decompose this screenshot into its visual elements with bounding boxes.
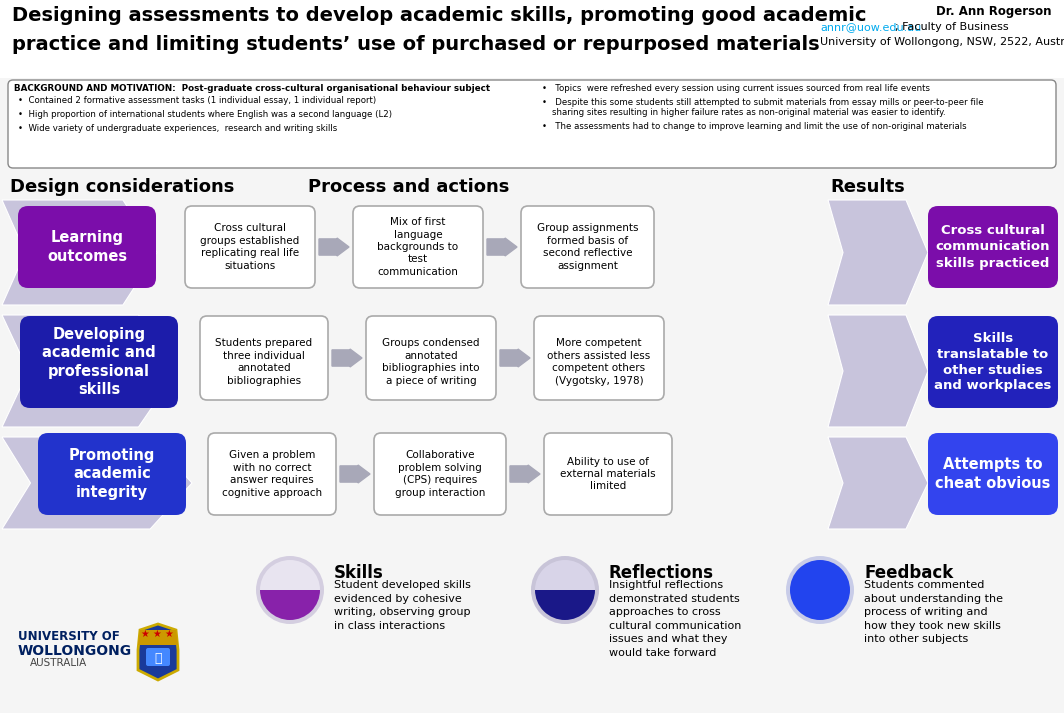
Text: BACKGROUND AND MOTIVATION:  Post-graduate cross-cultural organisational behaviou: BACKGROUND AND MOTIVATION: Post-graduate…: [14, 84, 491, 93]
Polygon shape: [138, 630, 178, 645]
Circle shape: [256, 556, 325, 624]
FancyBboxPatch shape: [9, 80, 1055, 168]
Wedge shape: [535, 560, 595, 590]
Polygon shape: [138, 624, 178, 680]
Text: Feedback: Feedback: [864, 564, 953, 582]
FancyBboxPatch shape: [521, 206, 654, 288]
Polygon shape: [828, 315, 928, 427]
Text: Skills
translatable to
other studies
and workplaces: Skills translatable to other studies and…: [934, 332, 1051, 392]
Text: Attempts to
cheat obvious: Attempts to cheat obvious: [935, 457, 1050, 491]
FancyBboxPatch shape: [366, 316, 496, 400]
Text: Cross cultural
communication
skills practiced: Cross cultural communication skills prac…: [935, 225, 1050, 270]
Wedge shape: [260, 560, 320, 590]
FancyBboxPatch shape: [207, 433, 336, 515]
Text: AUSTRALIA: AUSTRALIA: [30, 658, 87, 668]
FancyBboxPatch shape: [0, 0, 1064, 78]
Text: Students prepared
three individual
annotated
bibliographies: Students prepared three individual annot…: [215, 339, 313, 386]
Circle shape: [786, 556, 854, 624]
Polygon shape: [510, 465, 541, 483]
FancyBboxPatch shape: [20, 316, 178, 408]
FancyBboxPatch shape: [534, 316, 664, 400]
Polygon shape: [828, 437, 928, 529]
Text: •  Wide variety of undergraduate experiences,  research and writing skills: • Wide variety of undergraduate experien…: [18, 124, 337, 133]
Text: •   Topics  were refreshed every session using current issues sourced from real : • Topics were refreshed every session us…: [542, 84, 930, 93]
Polygon shape: [340, 465, 370, 483]
Text: Groups condensed
annotated
bibliographies into
a piece of writing: Groups condensed annotated bibliographie…: [382, 339, 480, 386]
Polygon shape: [500, 349, 530, 367]
Wedge shape: [535, 590, 595, 620]
FancyBboxPatch shape: [928, 433, 1058, 515]
Text: Results: Results: [830, 178, 904, 196]
Text: ; Faculty of Business: ; Faculty of Business: [895, 22, 1009, 32]
FancyBboxPatch shape: [185, 206, 315, 288]
FancyBboxPatch shape: [200, 316, 328, 400]
Text: annr@uow.edu.au: annr@uow.edu.au: [820, 22, 921, 32]
Text: Student developed skills
evidenced by cohesive
writing, observing group
in class: Student developed skills evidenced by co…: [334, 580, 471, 631]
FancyBboxPatch shape: [18, 206, 156, 288]
Text: WOLLONGONG: WOLLONGONG: [18, 644, 132, 658]
Polygon shape: [487, 238, 517, 256]
Text: Ability to use of
external materials
limited: Ability to use of external materials lim…: [560, 456, 655, 491]
Text: University of Wollongong, NSW, 2522, Australia: University of Wollongong, NSW, 2522, Aus…: [820, 37, 1064, 47]
Text: Designing assessments to develop academic skills, promoting good academic: Designing assessments to develop academi…: [12, 6, 866, 25]
FancyBboxPatch shape: [375, 433, 506, 515]
Text: Skills: Skills: [334, 564, 384, 582]
Text: •   The assessments had to change to improve learning and limit the use of non-o: • The assessments had to change to impro…: [542, 122, 966, 131]
Text: Students commented
about understanding the
process of writing and
how they took : Students commented about understanding t…: [864, 580, 1003, 645]
FancyBboxPatch shape: [544, 433, 672, 515]
Polygon shape: [319, 238, 349, 256]
Text: Mix of first
language
backgrounds to
test
communication: Mix of first language backgrounds to tes…: [378, 217, 459, 277]
Text: practice and limiting students’ use of purchased or repurposed materials: practice and limiting students’ use of p…: [12, 35, 819, 54]
Text: ★: ★: [165, 629, 173, 639]
Polygon shape: [332, 349, 362, 367]
Circle shape: [531, 556, 599, 624]
Text: Given a problem
with no correct
answer requires
cognitive approach: Given a problem with no correct answer r…: [222, 451, 322, 498]
Text: •   Despite this some students still attempted to submit materials from essay mi: • Despite this some students still attem…: [542, 98, 983, 107]
Text: ★: ★: [152, 629, 162, 639]
Text: Design considerations: Design considerations: [10, 178, 234, 196]
Polygon shape: [828, 200, 928, 305]
Text: sharing sites resulting in higher failure rates as non-original material was eas: sharing sites resulting in higher failur…: [552, 108, 946, 117]
Text: •  High proportion of international students where English was a second language: • High proportion of international stude…: [18, 110, 392, 119]
Text: Promoting
academic
integrity: Promoting academic integrity: [69, 448, 155, 500]
Text: Collaborative
problem solving
(CPS) requires
group interaction: Collaborative problem solving (CPS) requ…: [395, 451, 485, 498]
FancyBboxPatch shape: [928, 206, 1058, 288]
Text: Learning
outcomes: Learning outcomes: [47, 230, 127, 264]
Text: More competent
others assisted less
competent others
(Vygotsky, 1978): More competent others assisted less comp…: [547, 339, 650, 386]
Polygon shape: [2, 437, 192, 529]
Polygon shape: [2, 315, 177, 427]
Text: Insightful reflections
demonstrated students
approaches to cross
cultural commun: Insightful reflections demonstrated stud…: [609, 580, 742, 658]
Text: •  Contained 2 formative assessment tasks (1 individual essay, 1 individual repo: • Contained 2 formative assessment tasks…: [18, 96, 377, 105]
Wedge shape: [260, 590, 320, 620]
Text: 📖: 📖: [154, 652, 162, 665]
Circle shape: [789, 560, 850, 620]
Text: Process and actions: Process and actions: [307, 178, 510, 196]
Text: Reflections: Reflections: [609, 564, 714, 582]
FancyBboxPatch shape: [928, 316, 1058, 408]
FancyBboxPatch shape: [38, 433, 186, 515]
FancyBboxPatch shape: [353, 206, 483, 288]
FancyBboxPatch shape: [146, 648, 170, 666]
Text: Cross cultural
groups established
replicating real life
situations: Cross cultural groups established replic…: [200, 223, 300, 271]
Text: UNIVERSITY OF: UNIVERSITY OF: [18, 630, 120, 643]
Text: Developing
academic and
professional
skills: Developing academic and professional ski…: [43, 327, 155, 397]
Text: ★: ★: [140, 629, 149, 639]
Polygon shape: [2, 200, 157, 305]
Text: Dr. Ann Rogerson: Dr. Ann Rogerson: [936, 5, 1052, 18]
Text: Group assignments
formed basis of
second reflective
assignment: Group assignments formed basis of second…: [536, 223, 638, 271]
